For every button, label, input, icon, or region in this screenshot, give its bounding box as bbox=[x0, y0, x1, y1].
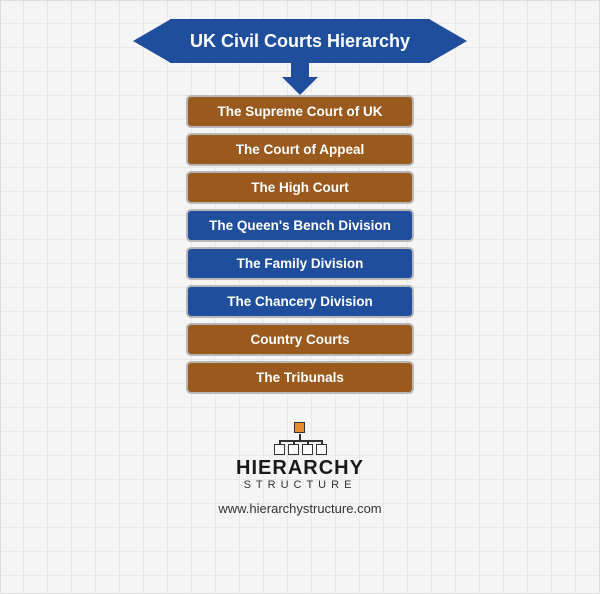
brand-logo: HIERARCHY STRUCTURE bbox=[236, 422, 364, 493]
title-banner-rect: UK Civil Courts Hierarchy bbox=[170, 19, 430, 63]
hierarchy-item: The Tribunals bbox=[186, 361, 414, 394]
hierarchy-item: The Queen's Bench Division bbox=[186, 209, 414, 242]
page-title: UK Civil Courts Hierarchy bbox=[190, 31, 410, 52]
brand-name-1: HIERARCHY bbox=[236, 458, 364, 478]
hierarchy-item-label: The Family Division bbox=[237, 256, 364, 271]
hierarchy-item: Country Courts bbox=[186, 323, 414, 356]
footer: HIERARCHY STRUCTURE www.hierarchystructu… bbox=[218, 422, 381, 516]
hierarchy-item-label: The Chancery Division bbox=[227, 294, 373, 309]
title-banner: UK Civil Courts Hierarchy bbox=[135, 19, 465, 63]
hierarchy-item: The Family Division bbox=[186, 247, 414, 280]
hierarchy-item: The Supreme Court of UK bbox=[186, 95, 414, 128]
hierarchy-item-label: The Tribunals bbox=[256, 370, 344, 385]
hierarchy-item-label: Country Courts bbox=[251, 332, 350, 347]
arrow-down-icon bbox=[282, 63, 318, 95]
hierarchy-list: The Supreme Court of UK The Court of App… bbox=[186, 95, 414, 394]
hierarchy-item-label: The High Court bbox=[251, 180, 349, 195]
hierarchy-item: The Chancery Division bbox=[186, 285, 414, 318]
hierarchy-item-label: The Supreme Court of UK bbox=[217, 104, 382, 119]
hierarchy-item: The High Court bbox=[186, 171, 414, 204]
brand-url: www.hierarchystructure.com bbox=[218, 501, 381, 516]
brand-name-2: STRUCTURE bbox=[244, 478, 357, 493]
hierarchy-item: The Court of Appeal bbox=[186, 133, 414, 166]
hierarchy-item-label: The Queen's Bench Division bbox=[209, 218, 391, 233]
hierarchy-tree-icon bbox=[272, 422, 328, 456]
hierarchy-item-label: The Court of Appeal bbox=[236, 142, 365, 157]
